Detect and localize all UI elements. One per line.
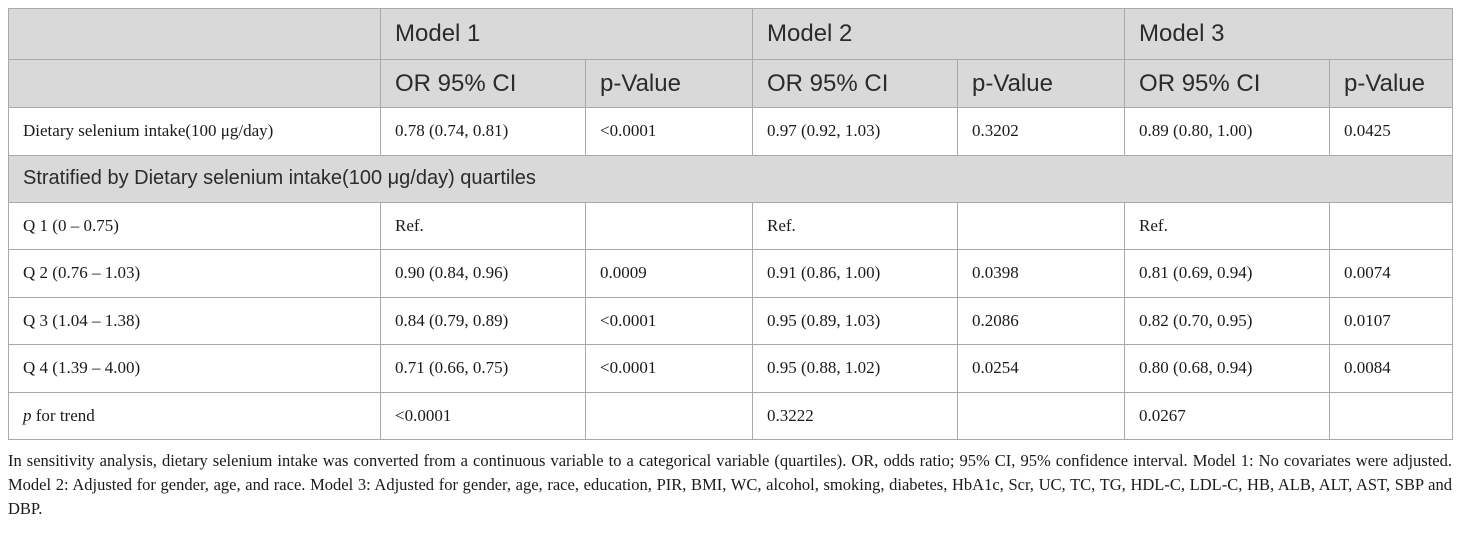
cell-pvalue: 0.0398	[957, 249, 1126, 298]
header-model-2: Model 2	[752, 8, 1126, 60]
cell-pvalue: 0.0009	[584, 249, 754, 298]
header-or-ci-1: OR 95% CI	[380, 59, 586, 108]
cell-or-ci: 0.0267	[1124, 391, 1331, 440]
cell-pvalue: 0.0074	[1329, 249, 1454, 298]
cell-or-ci: 0.90 (0.84, 0.96)	[380, 249, 586, 298]
cell-pvalue	[584, 391, 754, 440]
cell-or-ci: 0.3222	[752, 391, 959, 440]
cell-pvalue: 0.0254	[957, 344, 1126, 393]
cell-pvalue	[1329, 201, 1454, 250]
header-model-1: Model 1	[379, 8, 754, 60]
header-empty-cell	[8, 8, 381, 60]
row-label: Q 4 (1.39 – 4.00)	[8, 344, 381, 393]
table-figure: Model 1 Model 2 Model 3 OR 95% CI p-Valu…	[7, 8, 1454, 521]
header-row-models: Model 1 Model 2 Model 3	[8, 8, 1454, 60]
stratified-section-row: Stratified by Dietary selenium intake(10…	[7, 154, 1454, 203]
cell-or-ci: 0.82 (0.70, 0.95)	[1124, 296, 1331, 345]
table-row-q4: Q 4 (1.39 – 4.00) 0.71 (0.66, 0.75) <0.0…	[8, 344, 1454, 393]
table-footnote: In sensitivity analysis, dietary seleniu…	[8, 451, 1452, 518]
header-empty-cell	[8, 59, 381, 108]
cell-or-ci: 0.81 (0.69, 0.94)	[1124, 249, 1331, 298]
row-label: Q 3 (1.04 – 1.38)	[8, 296, 381, 345]
header-model-3: Model 3	[1124, 8, 1454, 60]
table-row-q2: Q 2 (0.76 – 1.03) 0.90 (0.84, 0.96) 0.00…	[8, 249, 1454, 298]
cell-or-ci: <0.0001	[380, 391, 586, 440]
cell-pvalue: 0.0084	[1329, 344, 1454, 393]
header-pvalue-1: p-Value	[584, 59, 754, 108]
row-label: p for trend	[8, 391, 381, 440]
cell-pvalue: <0.0001	[584, 344, 754, 393]
table-row-continuous: Dietary selenium intake(100 μg/day) 0.78…	[8, 107, 1454, 156]
trend-label-italic: p	[23, 405, 32, 425]
cell-or-ci: Ref.	[752, 201, 959, 250]
cell-pvalue: <0.0001	[584, 296, 754, 345]
stratified-label: Stratified by Dietary selenium intake(10…	[7, 154, 1454, 203]
cell-or-ci: 0.97 (0.92, 1.03)	[752, 107, 959, 156]
header-or-ci-2: OR 95% CI	[752, 59, 959, 108]
cell-pvalue	[957, 391, 1126, 440]
trend-label-rest: for trend	[31, 405, 95, 425]
table-row-trend: p for trend <0.0001 0.3222 0.0267	[8, 391, 1454, 440]
table-row-q1: Q 1 (0 – 0.75) Ref. Ref. Ref.	[8, 201, 1454, 250]
row-label: Q 1 (0 – 0.75)	[8, 201, 381, 250]
cell-or-ci: 0.84 (0.79, 0.89)	[380, 296, 586, 345]
row-label: Q 2 (0.76 – 1.03)	[8, 249, 381, 298]
cell-pvalue: 0.0425	[1329, 107, 1454, 156]
header-or-ci-3: OR 95% CI	[1124, 59, 1331, 108]
cell-pvalue: <0.0001	[584, 107, 754, 156]
cell-or-ci: 0.80 (0.68, 0.94)	[1124, 344, 1331, 393]
cell-pvalue: 0.2086	[957, 296, 1126, 345]
cell-or-ci: 0.95 (0.88, 1.02)	[752, 344, 959, 393]
cell-pvalue	[584, 201, 754, 250]
cell-or-ci: 0.78 (0.74, 0.81)	[380, 107, 586, 156]
header-pvalue-2: p-Value	[957, 59, 1126, 108]
cell-pvalue: 0.0107	[1329, 296, 1454, 345]
header-row-stats: OR 95% CI p-Value OR 95% CI p-Value OR 9…	[8, 59, 1454, 108]
cell-pvalue	[1329, 391, 1454, 440]
cell-or-ci: Ref.	[1124, 201, 1331, 250]
cell-pvalue: 0.3202	[957, 107, 1126, 156]
row-label: Dietary selenium intake(100 μg/day)	[8, 107, 381, 156]
cell-or-ci: 0.91 (0.86, 1.00)	[752, 249, 959, 298]
header-pvalue-3: p-Value	[1329, 59, 1454, 108]
cell-pvalue	[957, 201, 1126, 250]
cell-or-ci: 0.89 (0.80, 1.00)	[1124, 107, 1331, 156]
cell-or-ci: Ref.	[380, 201, 586, 250]
cell-or-ci: 0.95 (0.89, 1.03)	[752, 296, 959, 345]
table-row-q3: Q 3 (1.04 – 1.38) 0.84 (0.79, 0.89) <0.0…	[8, 296, 1454, 345]
cell-or-ci: 0.71 (0.66, 0.75)	[380, 344, 586, 393]
results-table: Model 1 Model 2 Model 3 OR 95% CI p-Valu…	[7, 8, 1454, 440]
